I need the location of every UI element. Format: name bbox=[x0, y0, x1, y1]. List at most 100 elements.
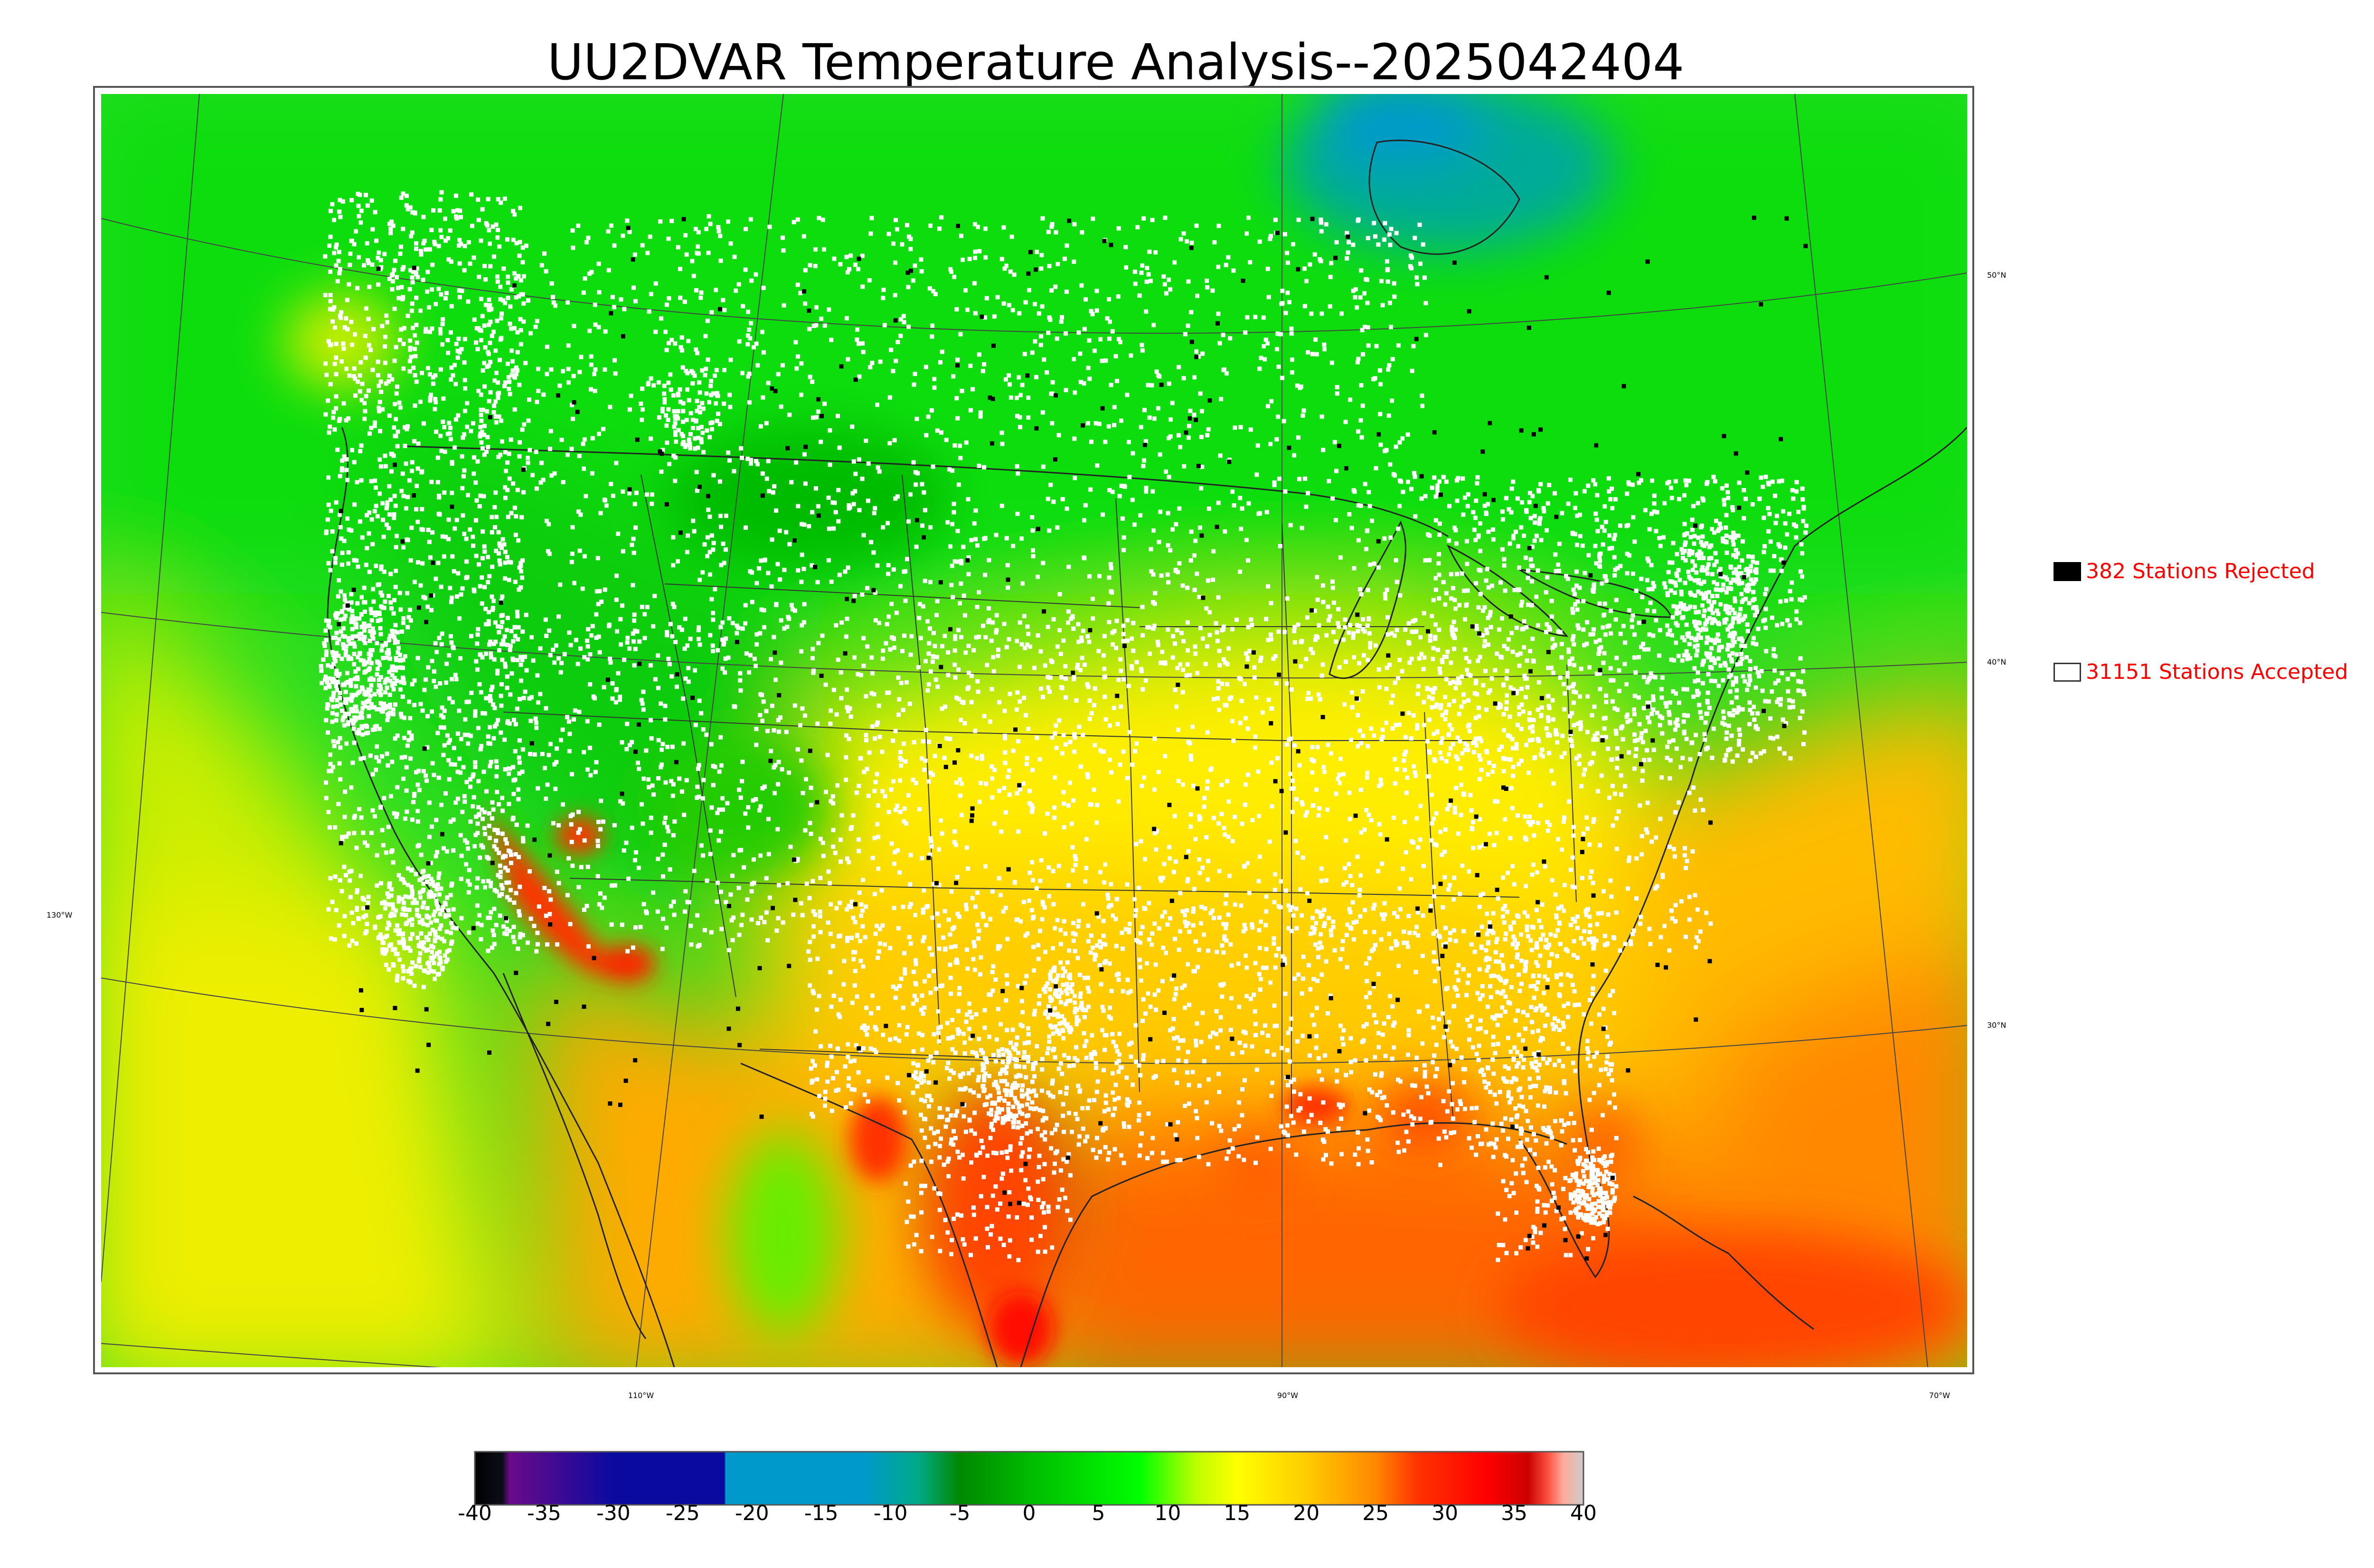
station-accepted-marker bbox=[1156, 643, 1160, 648]
station-accepted-marker bbox=[566, 719, 571, 724]
station-accepted-marker bbox=[524, 612, 528, 617]
station-accepted-marker bbox=[1378, 412, 1383, 416]
station-accepted-marker bbox=[324, 373, 329, 377]
station-accepted-marker bbox=[340, 837, 345, 842]
station-accepted-marker bbox=[1127, 475, 1132, 479]
station-accepted-marker bbox=[468, 261, 472, 266]
station-accepted-marker bbox=[1698, 929, 1703, 934]
station-accepted-marker bbox=[706, 251, 711, 255]
station-accepted-marker bbox=[1216, 686, 1221, 691]
station-accepted-marker bbox=[973, 729, 978, 733]
station-accepted-marker bbox=[1134, 660, 1139, 665]
station-accepted-marker bbox=[517, 755, 521, 760]
station-accepted-marker bbox=[1264, 510, 1269, 515]
station-accepted-marker bbox=[541, 478, 546, 482]
station-accepted-marker bbox=[707, 214, 711, 219]
station-accepted-marker bbox=[1285, 251, 1290, 255]
station-accepted-marker bbox=[1082, 518, 1086, 523]
station-accepted-marker bbox=[1072, 675, 1076, 680]
station-accepted-marker bbox=[1004, 536, 1009, 541]
station-accepted-marker bbox=[526, 460, 530, 465]
station-accepted-marker bbox=[1046, 675, 1050, 679]
station-accepted-marker bbox=[950, 522, 955, 526]
station-accepted-marker bbox=[486, 734, 490, 739]
station-accepted-marker bbox=[453, 800, 458, 805]
station-accepted-marker bbox=[414, 295, 419, 300]
station-accepted-marker bbox=[479, 843, 484, 848]
station-accepted-marker bbox=[328, 424, 332, 429]
station-accepted-marker bbox=[1152, 416, 1157, 421]
station-accepted-marker bbox=[831, 828, 836, 832]
station-accepted-marker bbox=[1356, 538, 1361, 543]
station-accepted-marker bbox=[393, 258, 398, 263]
station-accepted-marker bbox=[1188, 753, 1193, 758]
station-accepted-marker bbox=[1078, 351, 1083, 356]
station-accepted-marker bbox=[1300, 913, 1304, 918]
station-accepted-marker bbox=[548, 429, 553, 433]
station-accepted-marker bbox=[1319, 879, 1324, 883]
station-accepted-marker bbox=[1496, 896, 1500, 901]
station-accepted-marker bbox=[511, 481, 516, 486]
station-accepted-marker bbox=[504, 880, 509, 885]
station-accepted-marker bbox=[958, 443, 962, 448]
station-accepted-marker bbox=[850, 424, 855, 429]
station-accepted-marker bbox=[497, 648, 501, 653]
station-accepted-marker bbox=[911, 278, 915, 283]
station-accepted-marker bbox=[1625, 886, 1630, 891]
station-accepted-marker bbox=[1072, 222, 1077, 226]
station-accepted-marker bbox=[822, 402, 827, 406]
station-accepted-marker bbox=[397, 400, 402, 405]
station-accepted-marker bbox=[1110, 642, 1115, 647]
station-accepted-marker bbox=[496, 530, 501, 535]
station-accepted-marker bbox=[807, 524, 811, 528]
station-accepted-marker bbox=[766, 571, 771, 575]
station-accepted-marker bbox=[376, 255, 380, 260]
station-accepted-marker bbox=[497, 244, 502, 249]
station-accepted-marker bbox=[972, 281, 977, 286]
station-accepted-marker bbox=[776, 718, 781, 723]
station-accepted-marker bbox=[399, 488, 404, 493]
station-accepted-marker bbox=[982, 714, 987, 718]
station-accepted-marker bbox=[338, 736, 342, 741]
station-accepted-marker bbox=[1030, 807, 1035, 812]
station-accepted-marker bbox=[747, 328, 752, 332]
station-accepted-marker bbox=[392, 425, 396, 430]
station-accepted-marker bbox=[744, 651, 749, 656]
station-accepted-marker bbox=[1693, 808, 1697, 813]
station-accepted-marker bbox=[1194, 223, 1199, 228]
station-accepted-marker bbox=[703, 373, 707, 377]
station-accepted-marker bbox=[409, 736, 414, 741]
station-accepted-marker bbox=[748, 461, 753, 466]
station-accepted-marker bbox=[1216, 821, 1221, 826]
station-accepted-marker bbox=[692, 529, 697, 534]
station-accepted-marker bbox=[480, 529, 485, 534]
station-accepted-marker bbox=[333, 406, 338, 411]
station-accepted-marker bbox=[982, 465, 987, 469]
station-accepted-marker bbox=[663, 329, 668, 334]
station-accepted-marker bbox=[1530, 637, 1535, 641]
station-accepted-marker bbox=[684, 368, 688, 373]
station-accepted-marker bbox=[585, 657, 590, 662]
station-accepted-marker bbox=[499, 694, 503, 698]
station-accepted-marker bbox=[1031, 554, 1036, 559]
station-accepted-marker bbox=[1283, 310, 1288, 315]
station-accepted-marker bbox=[1588, 875, 1592, 880]
station-accepted-marker bbox=[487, 574, 492, 579]
station-accepted-marker bbox=[949, 582, 954, 587]
station-accepted-marker bbox=[1385, 632, 1390, 637]
station-accepted-marker bbox=[900, 242, 904, 247]
station-accepted-marker bbox=[671, 453, 676, 458]
station-accepted-marker bbox=[847, 267, 851, 272]
station-accepted-marker bbox=[784, 530, 789, 535]
station-accepted-marker bbox=[405, 625, 410, 629]
station-accepted-marker bbox=[835, 783, 840, 788]
station-accepted-marker bbox=[854, 790, 859, 795]
station-accepted-marker bbox=[1404, 790, 1409, 795]
station-accepted-marker bbox=[1181, 376, 1186, 381]
station-accepted-marker bbox=[440, 322, 445, 327]
station-accepted-marker bbox=[1116, 294, 1121, 299]
station-accepted-marker bbox=[886, 572, 891, 576]
station-accepted-marker bbox=[818, 836, 823, 841]
station-accepted-marker bbox=[954, 396, 959, 401]
station-accepted-marker bbox=[1131, 648, 1136, 653]
